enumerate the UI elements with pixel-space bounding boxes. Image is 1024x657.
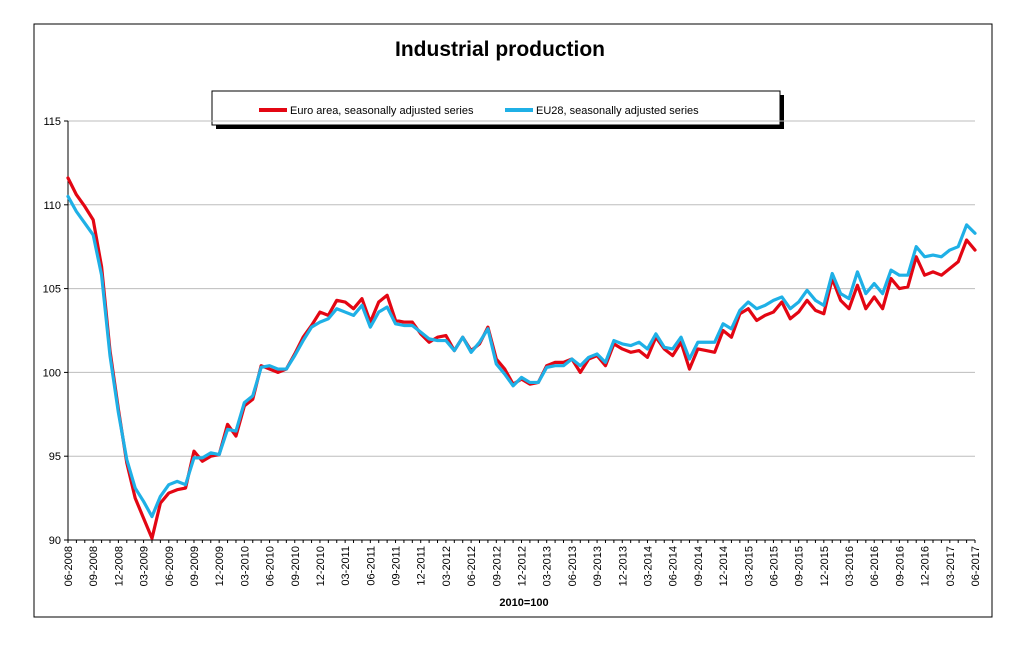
x-tick-label: 12-2015	[819, 546, 831, 586]
x-tick-label: 06-2009	[164, 546, 176, 586]
x-tick-label: 12-2013	[617, 546, 629, 586]
x-tick-label: 03-2010	[239, 546, 251, 586]
x-tick-label: 06-2010	[265, 546, 277, 586]
x-tick-label: 12-2008	[113, 546, 125, 586]
y-tick-label: 110	[43, 200, 61, 212]
x-tick-label: 12-2010	[315, 546, 327, 586]
x-tick-label: 03-2016	[844, 546, 856, 586]
x-tick-label: 03-2015	[743, 546, 755, 586]
x-tick-label: 06-2008	[63, 546, 75, 586]
x-tick-label: 09-2014	[693, 546, 705, 586]
x-tick-label: 06-2017	[970, 546, 982, 586]
x-tick-label: 03-2009	[139, 546, 151, 586]
y-axis: 90 95 100 105 110 115	[43, 116, 69, 547]
x-tick-label: 03-2011	[340, 546, 352, 586]
x-axis: 06-2008 09-2008 12-2008 03-2009 06-2009 09-20…	[63, 539, 982, 586]
x-tick-label: 09-2012	[491, 546, 503, 586]
legend-box	[211, 90, 781, 126]
series-line-eu28	[66, 194, 977, 519]
y-tick-label: 100	[43, 367, 61, 379]
x-tick-label: 06-2014	[668, 546, 680, 586]
x-tick-label: 12-2011	[416, 546, 428, 586]
x-tick-label: 09-2008	[88, 546, 100, 586]
series-group	[66, 176, 977, 540]
x-tick-label: 06-2011	[365, 546, 377, 586]
x-tick-label: 09-2016	[894, 546, 906, 586]
x-tick-label: 03-2013	[542, 546, 554, 586]
x-tick-label: 06-2015	[768, 546, 780, 586]
x-tick-label: 09-2009	[189, 546, 201, 586]
x-tick-label: 03-2017	[945, 546, 957, 586]
x-tick-label: 09-2010	[290, 546, 302, 586]
x-tick-label: 06-2012	[466, 546, 478, 586]
y-tick-label: 105	[43, 284, 61, 296]
x-tick-label: 12-2014	[718, 546, 730, 586]
x-tick-label: 09-2011	[391, 546, 403, 586]
x-tick-label: 12-2016	[920, 546, 932, 586]
x-tick-label: 09-2013	[592, 546, 604, 586]
chart-title: Industrial production	[395, 38, 605, 61]
x-tick-label: 03-2014	[642, 546, 654, 586]
x-tick-label: 12-2012	[517, 546, 529, 586]
x-tick-label: 06-2013	[567, 546, 579, 586]
x-tick-label: 06-2016	[869, 546, 881, 586]
x-axis-label: 2010=100	[499, 597, 548, 609]
x-tick-label: 12-2009	[214, 546, 226, 586]
y-tick-label: 115	[43, 116, 61, 128]
legend: Euro area, seasonally adjusted series EU…	[211, 90, 784, 129]
legend-label-euro-area: Euro area, seasonally adjusted series	[290, 105, 474, 117]
x-tick-label: 03-2012	[441, 546, 453, 586]
gridlines	[68, 120, 975, 457]
x-tick-label: 09-2015	[794, 546, 806, 586]
legend-label-eu28: EU28, seasonally adjusted series	[536, 105, 699, 117]
y-tick-label: 95	[49, 451, 61, 463]
y-tick-label: 90	[49, 535, 61, 547]
